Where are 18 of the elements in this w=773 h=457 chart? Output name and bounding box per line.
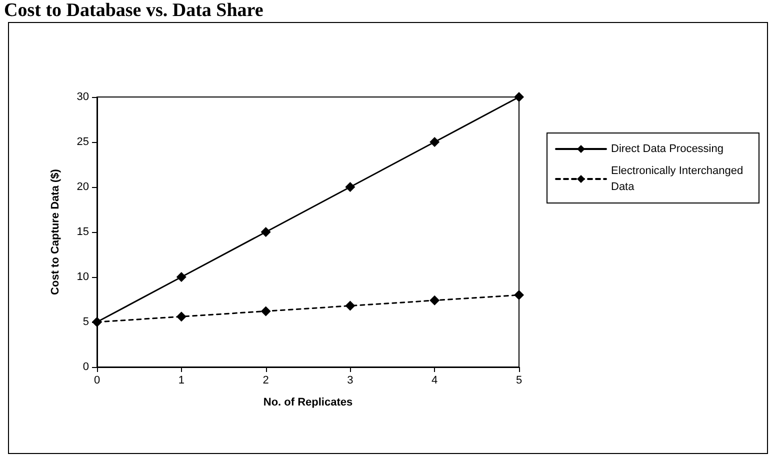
legend-label: Electronically Interchanged Data [611, 165, 746, 193]
x-tick-label: 5 [516, 374, 522, 386]
y-tick-label: 15 [76, 226, 89, 238]
y-tick-label: 20 [76, 181, 89, 193]
y-tick-label: 30 [76, 91, 89, 103]
y-tick-label: 10 [76, 271, 89, 283]
x-tick-label: 3 [347, 374, 354, 386]
y-tick-label: 25 [76, 136, 89, 148]
chart-title: Cost to Database vs. Data Share [4, 0, 264, 22]
y-axis-title: Cost to Capture Data ($) [50, 168, 62, 295]
x-axis-title: No. of Replicates [263, 396, 353, 408]
y-tick-label: 0 [82, 361, 89, 373]
x-tick-label: 4 [432, 374, 438, 386]
x-tick-label: 0 [94, 374, 100, 386]
x-tick-label: 2 [262, 374, 269, 386]
legend-label: Direct Data Processing [611, 143, 724, 155]
y-tick-label: 5 [82, 316, 89, 328]
x-tick-label: 1 [178, 374, 184, 386]
